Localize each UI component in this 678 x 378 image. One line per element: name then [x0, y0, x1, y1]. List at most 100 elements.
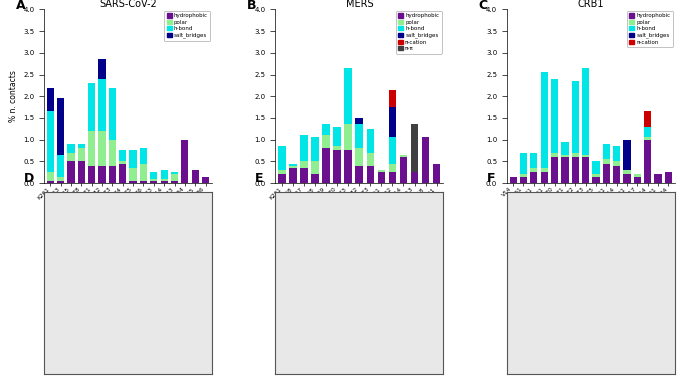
Bar: [311, 138, 319, 161]
Text: C: C: [479, 0, 487, 12]
Bar: [290, 166, 297, 168]
Bar: [530, 153, 538, 168]
Bar: [140, 181, 147, 183]
Bar: [540, 72, 548, 168]
Bar: [520, 174, 527, 177]
Bar: [509, 177, 517, 183]
Bar: [644, 112, 652, 127]
Bar: [582, 68, 589, 155]
Bar: [540, 172, 548, 183]
Bar: [654, 174, 662, 183]
Legend: hydrophobic, polar, h-bond, salt_bridges: hydrophobic, polar, h-bond, salt_bridges: [164, 11, 210, 41]
Legend: hydrophobic, polar, h-bond, salt_bridges, π-cation, π-π: hydrophobic, polar, h-bond, salt_bridges…: [396, 11, 441, 54]
Text: B: B: [247, 0, 256, 12]
X-axis label: Residue: Residue: [344, 203, 374, 212]
Bar: [47, 88, 54, 112]
Bar: [399, 157, 407, 183]
Bar: [88, 166, 96, 183]
Bar: [171, 174, 178, 181]
Bar: [129, 168, 137, 181]
Bar: [593, 174, 599, 177]
Bar: [161, 179, 167, 181]
Bar: [334, 127, 341, 146]
Bar: [378, 172, 385, 183]
Bar: [140, 148, 147, 164]
Bar: [88, 83, 96, 131]
Bar: [388, 107, 397, 138]
Bar: [603, 164, 610, 183]
Bar: [399, 155, 407, 157]
Bar: [613, 161, 620, 166]
X-axis label: Residue: Residue: [576, 203, 606, 212]
Bar: [290, 168, 297, 183]
Bar: [572, 153, 579, 157]
Bar: [388, 90, 397, 107]
Bar: [572, 81, 579, 153]
Bar: [355, 124, 363, 148]
Bar: [367, 153, 374, 166]
Bar: [530, 172, 538, 183]
Bar: [355, 148, 363, 166]
Bar: [192, 170, 199, 183]
Bar: [664, 172, 672, 183]
Bar: [355, 118, 363, 124]
Bar: [561, 142, 569, 155]
Bar: [411, 172, 418, 183]
Bar: [603, 159, 610, 164]
Bar: [530, 168, 538, 172]
Bar: [181, 139, 188, 183]
Bar: [311, 174, 319, 183]
Bar: [344, 124, 352, 150]
Bar: [278, 174, 286, 183]
Bar: [67, 144, 75, 153]
Bar: [57, 98, 64, 155]
Bar: [300, 161, 308, 168]
Bar: [378, 170, 385, 172]
Bar: [593, 177, 599, 183]
Bar: [520, 177, 527, 183]
Bar: [278, 170, 286, 174]
Title: CRB1: CRB1: [578, 0, 604, 9]
Bar: [367, 166, 374, 183]
Bar: [433, 164, 441, 183]
Bar: [623, 174, 631, 183]
Bar: [98, 79, 106, 131]
Bar: [388, 172, 397, 183]
Bar: [129, 181, 137, 183]
Bar: [422, 138, 429, 183]
Bar: [520, 153, 527, 174]
Bar: [119, 164, 126, 183]
Title: MERS: MERS: [346, 0, 373, 9]
Bar: [171, 172, 178, 174]
Bar: [411, 124, 418, 172]
Bar: [634, 177, 641, 183]
Bar: [344, 68, 352, 124]
Bar: [593, 161, 599, 174]
Bar: [322, 148, 330, 183]
Legend: hydrophobic, polar, h-bond, salt_bridges, π-cation: hydrophobic, polar, h-bond, salt_bridges…: [627, 11, 673, 47]
Text: F: F: [487, 172, 496, 184]
Bar: [108, 166, 116, 183]
Bar: [278, 146, 286, 170]
Bar: [623, 139, 631, 170]
Bar: [119, 150, 126, 161]
Bar: [551, 79, 558, 153]
Bar: [561, 155, 569, 157]
Bar: [47, 181, 54, 183]
Bar: [603, 144, 610, 159]
Bar: [551, 153, 558, 157]
Bar: [57, 155, 64, 177]
Bar: [644, 138, 652, 139]
Bar: [161, 181, 167, 183]
Bar: [47, 172, 54, 181]
Bar: [355, 166, 363, 183]
Bar: [119, 161, 126, 164]
X-axis label: Residue: Residue: [113, 203, 143, 212]
Text: E: E: [256, 172, 264, 184]
Bar: [57, 181, 64, 183]
Bar: [300, 168, 308, 183]
Bar: [300, 135, 308, 161]
Bar: [388, 164, 397, 172]
Y-axis label: % n. contacts: % n. contacts: [9, 70, 18, 122]
Bar: [540, 168, 548, 172]
